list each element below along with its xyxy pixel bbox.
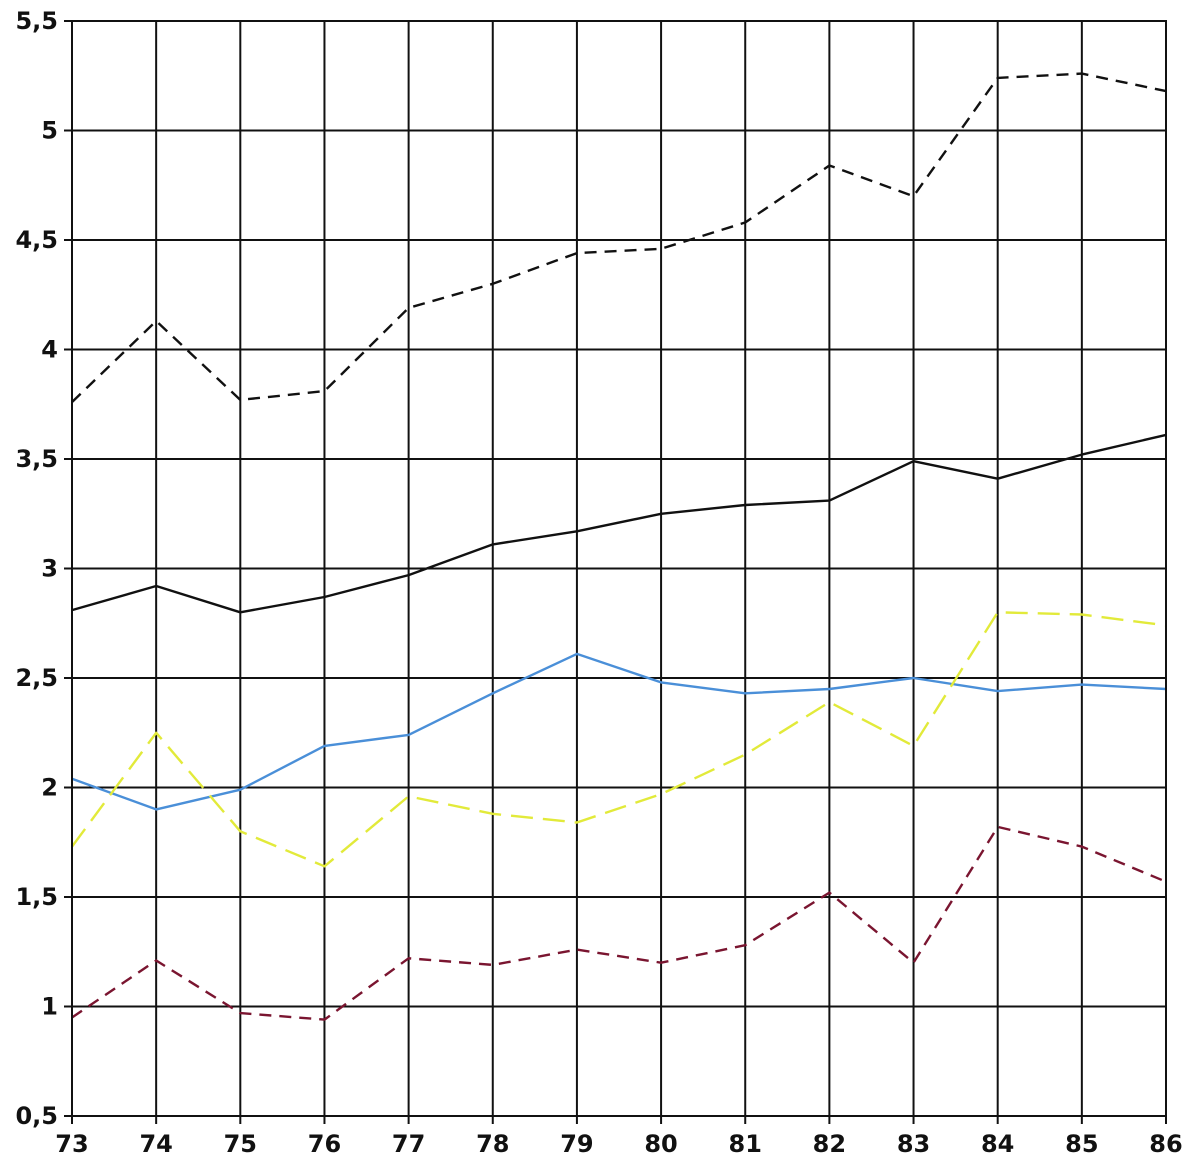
xtick-label: 77 [392, 1130, 425, 1158]
ytick-label: 4,5 [15, 226, 58, 254]
xtick-label: 84 [981, 1130, 1014, 1158]
series-line-4 [71, 611, 1167, 868]
ytick-label: 0,5 [15, 1102, 58, 1130]
ytick-label: 5,5 [15, 7, 58, 35]
series-line-1 [71, 72, 1167, 403]
ytick-label: 1,5 [15, 883, 58, 911]
xtick-label: 78 [476, 1130, 509, 1158]
ytick-label: 3 [41, 555, 58, 583]
xtick-label: 75 [224, 1130, 257, 1158]
xtick-label: 81 [729, 1130, 762, 1158]
series-line-3 [71, 652, 1167, 811]
x-axis-tick-labels: 73 74 75 76 77 78 79 80 81 82 83 84 85 86 [55, 1130, 1182, 1158]
xtick-label: 82 [813, 1130, 846, 1158]
xtick-label: 73 [55, 1130, 88, 1158]
y-axis-tick-labels: 0,5 1 1,5 2 2,5 3 3,5 4 4,5 5 5,5 [15, 7, 58, 1130]
series-line-2 [71, 433, 1167, 614]
grid-layer [64, 20, 1167, 1124]
series-layer [71, 72, 1167, 1021]
xtick-label: 83 [897, 1130, 930, 1158]
ytick-label: 4 [41, 336, 58, 364]
ytick-label: 2 [41, 774, 58, 802]
xtick-label: 85 [1065, 1130, 1098, 1158]
ytick-label: 3,5 [15, 445, 58, 473]
series-line-5 [71, 825, 1167, 1021]
xtick-label: 79 [560, 1130, 593, 1158]
ytick-label: 5 [41, 117, 58, 145]
ytick-label: 2,5 [15, 664, 58, 692]
ytick-label: 1 [41, 993, 58, 1021]
xtick-label: 76 [308, 1130, 341, 1158]
xtick-label: 86 [1149, 1130, 1182, 1158]
xtick-label: 74 [139, 1130, 172, 1158]
plot-frame [71, 20, 1167, 1117]
xtick-label: 80 [644, 1130, 677, 1158]
